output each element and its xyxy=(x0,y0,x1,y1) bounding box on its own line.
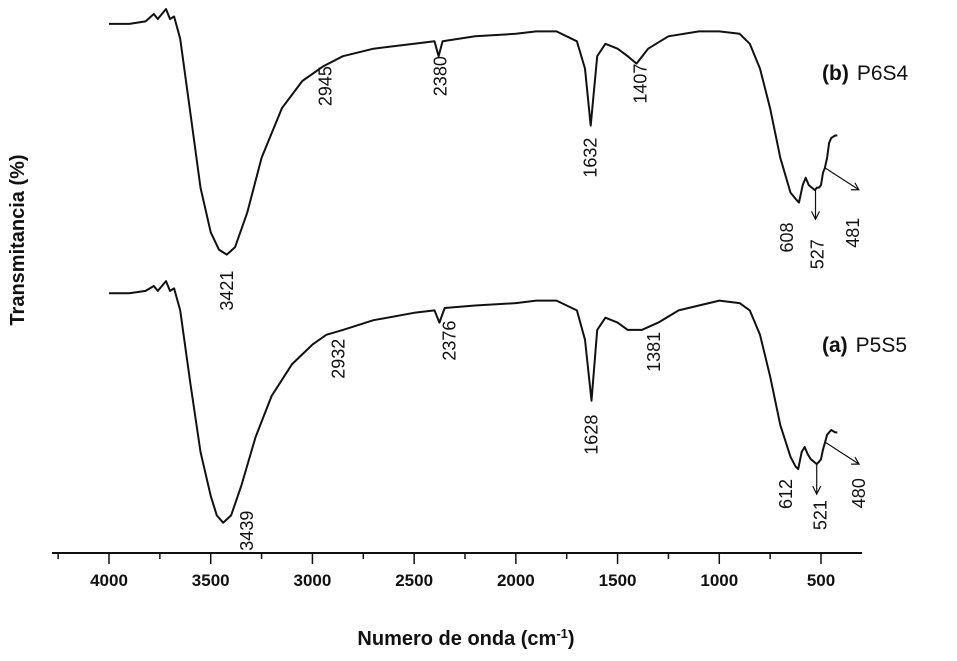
peak-label-2376: 2376 xyxy=(439,321,459,361)
series-line-P5S5 xyxy=(109,280,838,524)
peak-label-1407: 1407 xyxy=(631,64,651,104)
peak-label-527: 527 xyxy=(808,239,828,269)
x-tick-label: 1000 xyxy=(700,571,738,590)
peak-label-3421: 3421 xyxy=(217,271,237,311)
peak-label-1381: 1381 xyxy=(644,332,664,372)
x-tick-label: 3500 xyxy=(192,571,230,590)
peak-label-1632: 1632 xyxy=(581,138,601,178)
series-tag-a: (a) P5S5 xyxy=(822,334,907,357)
peak-label-612: 612 xyxy=(776,479,796,509)
x-axis-ticks: 4000 3500 3000 2500 2000 1500 1000 500 xyxy=(57,553,835,590)
series-group: 3421 2945 2380 1632 1407 608 527 481 3439 2932 237… xyxy=(109,8,869,551)
peak-arrow-481 xyxy=(824,167,860,191)
series-line-P6S4 xyxy=(109,8,838,256)
x-tick-label: 500 xyxy=(807,571,835,590)
y-axis-title: Transmitancia (%) xyxy=(7,154,29,325)
peak-label-480: 480 xyxy=(849,478,869,508)
x-tick-label: 1500 xyxy=(599,571,637,590)
peak-label-3439: 3439 xyxy=(237,511,257,551)
x-tick-label: 3000 xyxy=(294,571,332,590)
peak-label-481: 481 xyxy=(843,218,863,248)
x-tick-label: 2000 xyxy=(497,571,535,590)
peak-arrow-527 xyxy=(810,189,821,221)
x-axis-title: Numero de onda (cm-1) xyxy=(357,626,574,651)
x-axis: 4000 3500 3000 2500 2000 1500 1000 500 xyxy=(52,552,862,590)
series-tag-b: (b) P6S4 xyxy=(822,62,909,85)
peak-arrow-480 xyxy=(824,441,861,465)
peak-label-2932: 2932 xyxy=(328,339,348,379)
peak-label-2945: 2945 xyxy=(316,66,336,106)
peak-label-608: 608 xyxy=(777,222,797,252)
peak-label-2380: 2380 xyxy=(431,56,451,96)
x-tick-label: 2500 xyxy=(395,571,433,590)
peak-arrow-521 xyxy=(812,464,822,496)
peak-label-521: 521 xyxy=(811,500,831,530)
x-tick-label: 4000 xyxy=(90,571,128,590)
peak-label-1628: 1628 xyxy=(582,415,602,455)
